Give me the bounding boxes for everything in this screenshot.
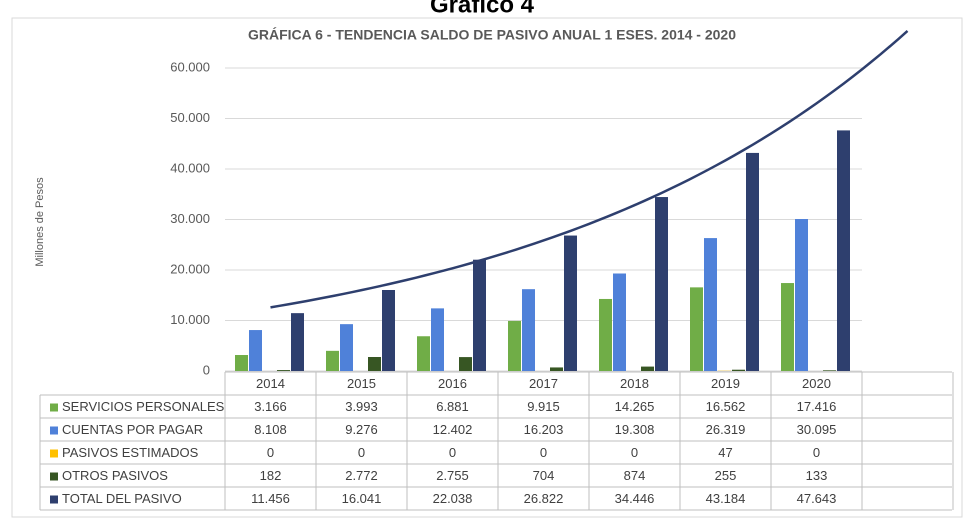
table-value: 43.184 (706, 491, 746, 506)
bar (326, 350, 339, 371)
table-value: 8.108 (254, 422, 287, 437)
table-value: 47.643 (797, 491, 837, 506)
chart-border (11, 17, 963, 518)
table-value: 3.166 (254, 399, 287, 414)
bar (837, 130, 850, 371)
table-value: 3.993 (345, 399, 378, 414)
bar (417, 336, 430, 371)
y-tick-label: 50.000 (170, 110, 210, 125)
y-tick-label: 60.000 (170, 59, 210, 74)
legend-swatch (50, 472, 58, 481)
bar (641, 366, 654, 371)
bar (704, 238, 717, 371)
table-value: 0 (540, 445, 547, 460)
table-value: 30.095 (797, 422, 837, 437)
table-value: 874 (624, 468, 646, 483)
bar (655, 197, 668, 371)
legend-swatch (50, 426, 58, 435)
legend-label: CUENTAS POR PAGAR (62, 422, 203, 437)
bar (613, 273, 626, 371)
legend-label: PASIVOS ESTIMADOS (62, 445, 199, 460)
table-value: 255 (715, 468, 737, 483)
y-tick-label: 0 (203, 362, 210, 377)
x-tick-label: 2014 (256, 376, 285, 391)
table-value: 0 (449, 445, 456, 460)
legend-label: OTROS PASIVOS (62, 468, 168, 483)
bar (340, 324, 353, 371)
table-value: 12.402 (433, 422, 473, 437)
table-value: 704 (533, 468, 555, 483)
y-tick-label: 10.000 (170, 312, 210, 327)
legend-swatch (50, 495, 58, 504)
legend-label: SERVICIOS PERSONALES (62, 399, 225, 414)
table-value: 0 (358, 445, 365, 460)
table-value: 6.881 (436, 399, 469, 414)
bar (690, 287, 703, 371)
table-value: 17.416 (797, 399, 837, 414)
trendline (270, 30, 909, 309)
bar (291, 313, 304, 371)
table-value: 22.038 (433, 491, 473, 506)
bar (522, 289, 535, 371)
table-value: 0 (813, 445, 820, 460)
table-value: 0 (631, 445, 638, 460)
bar (235, 355, 248, 371)
bar (508, 320, 521, 371)
table-value: 26.822 (524, 491, 564, 506)
bar (732, 369, 745, 371)
table-value: 182 (260, 468, 282, 483)
table-value: 26.319 (706, 422, 746, 437)
legend-label: TOTAL DEL PASIVO (62, 491, 182, 506)
bar (781, 283, 794, 371)
bar (795, 219, 808, 371)
bar (823, 370, 836, 371)
table-value: 9.276 (345, 422, 378, 437)
bar (564, 235, 577, 371)
bar (277, 370, 290, 371)
bar (431, 308, 444, 371)
y-tick-label: 40.000 (170, 160, 210, 175)
table-value: 19.308 (615, 422, 655, 437)
table-value: 16.203 (524, 422, 564, 437)
x-tick-label: 2019 (711, 376, 740, 391)
bar (746, 152, 759, 371)
heading: Gráfico 4 (430, 0, 535, 18)
bar (599, 298, 612, 371)
table-value: 9.915 (527, 399, 560, 414)
bar (382, 289, 395, 371)
x-tick-label: 2016 (438, 376, 467, 391)
x-tick-label: 2020 (802, 376, 831, 391)
table-value: 11.456 (251, 491, 290, 506)
table-value: 14.265 (615, 399, 655, 414)
y-tick-label: 30.000 (170, 211, 210, 226)
legend-swatch (50, 449, 58, 458)
table-value: 16.041 (342, 491, 382, 506)
chart-title: GRÁFICA 6 - TENDENCIA SALDO DE PASIVO AN… (248, 27, 736, 43)
y-axis-label: Millones de Pesos (34, 177, 46, 267)
table-value: 34.446 (615, 491, 655, 506)
x-tick-label: 2015 (347, 376, 376, 391)
table-value: 16.562 (706, 399, 746, 414)
table-value: 2.772 (345, 468, 378, 483)
table-value: 133 (806, 468, 828, 483)
bar (368, 357, 381, 371)
x-tick-label: 2018 (620, 376, 649, 391)
x-tick-label: 2017 (529, 376, 558, 391)
table-value: 2.755 (436, 468, 469, 483)
bar (249, 330, 262, 371)
bar (459, 357, 472, 371)
table-value: 47 (718, 445, 732, 460)
table-value: 0 (267, 445, 274, 460)
bar (550, 367, 563, 371)
y-tick-label: 20.000 (170, 261, 210, 276)
bar (473, 259, 486, 371)
legend-swatch (50, 403, 58, 412)
